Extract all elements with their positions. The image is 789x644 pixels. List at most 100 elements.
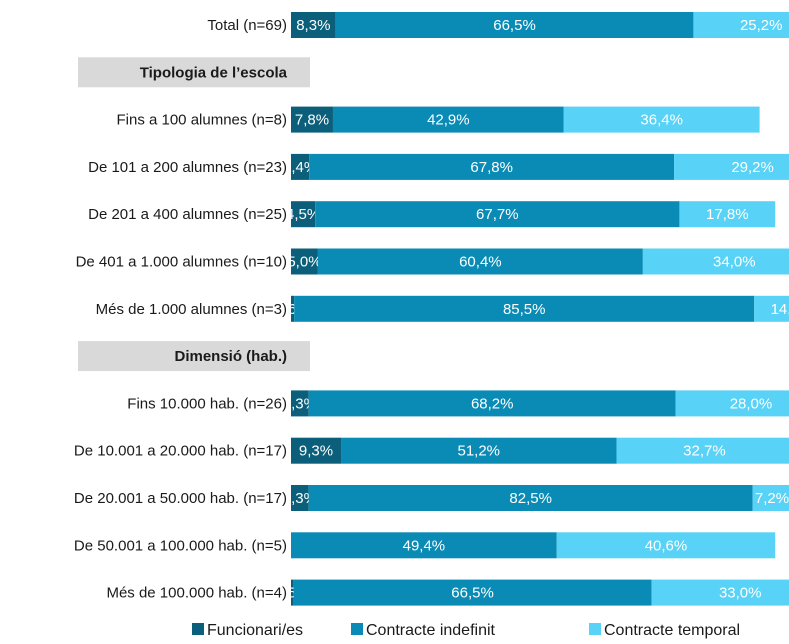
data-label: 36,4%	[640, 112, 683, 129]
bar-segment-contracte-indefinit	[308, 390, 676, 417]
bar-row: De 50.001 a 100.000 hab. (n=5)0,0%49,4%4…	[74, 532, 776, 559]
bar-row: Més de 1.000 alumnes (n=3)0,6%85,5%14,0%	[96, 295, 789, 322]
bar-segment-contracte-temporal	[563, 106, 760, 133]
bar-segment-funcionari-es	[291, 579, 294, 606]
bar-segment-contracte-indefinit	[332, 106, 564, 133]
legend: Funcionari/es Contracte indefinit Contract…	[192, 622, 740, 639]
data-label: 7,2%	[755, 490, 789, 507]
data-label: 7,8%	[295, 112, 329, 129]
bar-segment-funcionari-es	[291, 485, 309, 511]
data-label: 66,5%	[493, 17, 536, 34]
data-label: 40,6%	[645, 537, 688, 554]
bar-row: De 20.001 a 50.000 hab. (n=17)3,3% 82,5% 7…	[74, 485, 789, 511]
section-header-label: Dimensió (hab.)	[174, 348, 287, 365]
bar-segments: 8,3% 66,5% 25,2%	[291, 12, 789, 38]
data-label: 66,5%	[451, 585, 494, 602]
category-label: De 20.001 a 50.000 hab. (n=17)	[74, 490, 287, 507]
bar-segments: 3,3% 82,5% 7,2%	[291, 485, 789, 511]
data-label: 68,2%	[471, 395, 514, 412]
category-label: Fins 10.000 hab. (n=26)	[127, 395, 287, 412]
data-label: 5,0%	[287, 254, 321, 271]
bar-segment-contracte-temporal	[679, 201, 776, 228]
section-header-background	[78, 341, 310, 372]
data-label: 4,5%	[286, 206, 320, 223]
data-label: 9,3%	[299, 443, 333, 460]
bar-row: Total (n=69) 8,3% 66,5% 25,2%	[207, 12, 789, 38]
data-label: 85,5%	[503, 301, 546, 318]
section-header: Tipologia de l’escola	[78, 57, 310, 88]
bar-segment-contracte-temporal	[616, 437, 789, 464]
category-label: Més de 1.000 alumnes (n=3)	[96, 301, 287, 318]
category-label: De 401 a 1.000 alumnes (n=10)	[76, 254, 287, 271]
bar-segment-contracte-indefinit	[294, 295, 755, 322]
data-label: 51,2%	[457, 443, 500, 460]
data-label: 25,2%	[740, 17, 783, 34]
bar-segments: 0,5% 66,5% 33,0%	[291, 579, 789, 606]
data-label: 17,8%	[706, 206, 749, 223]
bar-segment-contracte-temporal	[693, 12, 789, 38]
bar-segment-funcionari-es	[291, 201, 316, 228]
bar-row: Més de 100.000 hab. (n=4)0,5% 66,5% 33,0%	[106, 579, 789, 606]
legend-item: Contracte temporal	[589, 622, 740, 639]
bar-segment-contracte-temporal	[674, 153, 789, 180]
bar-segments: 7,8% 42,9% 36,4%	[291, 106, 760, 133]
bar-segment-contracte-temporal	[556, 532, 776, 559]
data-label: 14,0%	[771, 301, 789, 318]
bar-segment-contracte-indefinit	[309, 153, 675, 180]
data-label: 34,0%	[713, 254, 756, 271]
bar-segment-contracte-indefinit	[335, 12, 694, 38]
category-label: De 10.001 a 20.000 hab. (n=17)	[74, 443, 287, 460]
bar-segments: 3,4% 67,8% 29,2%	[291, 153, 789, 180]
bar-segment-funcionari-es	[291, 106, 333, 133]
bar-row: De 201 a 400 alumnes (n=25) 4,5% 67,7% 17,8…	[88, 201, 776, 228]
bar-row: De 101 a 200 alumnes (n=23)3,4% 67,8% 29,2…	[88, 153, 789, 180]
bar-segment-funcionari-es	[291, 153, 310, 180]
legend-item: Funcionari/es	[192, 622, 303, 639]
bar-segment-funcionari-es	[291, 390, 309, 417]
bar-segments: 9,3% 51,2% 32,7%	[291, 437, 789, 464]
legend-swatch	[589, 623, 601, 635]
bar-segments: 0,6%85,5%14,0%	[291, 295, 789, 322]
data-label: 8,3%	[296, 17, 330, 34]
data-label: 42,9%	[427, 112, 470, 129]
bar-segments: 3,3% 68,2% 28,0%	[291, 390, 789, 417]
bar-segment-contracte-temporal	[642, 248, 789, 275]
section-header: Dimensió (hab.)	[78, 341, 310, 372]
bar-segment-contracte-indefinit	[293, 579, 652, 606]
chart-rows: Total (n=69) 8,3% 66,5% 25,2% Tipologia de l…	[74, 12, 789, 606]
bar-row: De 401 a 1.000 alumnes (n=10) 5,0% 60,4% 34…	[76, 248, 789, 275]
data-label: 32,7%	[683, 443, 726, 460]
bar-segment-contracte-indefinit	[317, 248, 643, 275]
category-label: Total (n=69)	[207, 17, 287, 34]
data-label: 67,8%	[470, 159, 513, 176]
bar-segment-funcionari-es	[291, 248, 318, 275]
bar-segment-contracte-indefinit	[291, 532, 557, 559]
bar-segments: 4,5% 67,7% 17,8%	[286, 201, 776, 228]
bar-segment-contracte-indefinit	[315, 201, 680, 228]
category-label: De 101 a 200 alumnes (n=23)	[88, 159, 287, 176]
legend-item: Contracte indefinit	[351, 622, 496, 639]
bar-row: De 10.001 a 20.000 hab. (n=17) 9,3% 51,2% 3…	[74, 437, 789, 464]
bar-segment-contracte-temporal	[754, 295, 789, 322]
bar-segment-funcionari-es	[291, 12, 336, 38]
legend-swatch	[192, 623, 204, 635]
data-label: 60,4%	[459, 254, 502, 271]
category-label: De 201 a 400 alumnes (n=25)	[88, 206, 287, 223]
legend-label: Contracte temporal	[604, 622, 740, 639]
legend-label: Funcionari/es	[207, 622, 303, 639]
category-label: De 50.001 a 100.000 hab. (n=5)	[74, 537, 287, 554]
bar-segment-funcionari-es	[291, 437, 342, 464]
bar-segment-contracte-temporal	[675, 390, 789, 417]
category-label: Fins a 100 alumnes (n=8)	[116, 112, 287, 129]
bar-segment-funcionari-es	[291, 295, 295, 322]
section-header-background	[78, 57, 310, 88]
legend-swatch	[351, 623, 363, 635]
bar-segment-contracte-temporal	[752, 485, 789, 511]
bar-segments: 0,0%49,4%40,6%	[291, 532, 776, 559]
category-label: Més de 100.000 hab. (n=4)	[106, 585, 287, 602]
bar-row: Fins a 100 alumnes (n=8) 7,8% 42,9% 36,4%	[116, 106, 760, 133]
data-label: 29,2%	[731, 159, 774, 176]
bar-segment-contracte-indefinit	[308, 485, 753, 511]
data-label: 49,4%	[403, 537, 446, 554]
